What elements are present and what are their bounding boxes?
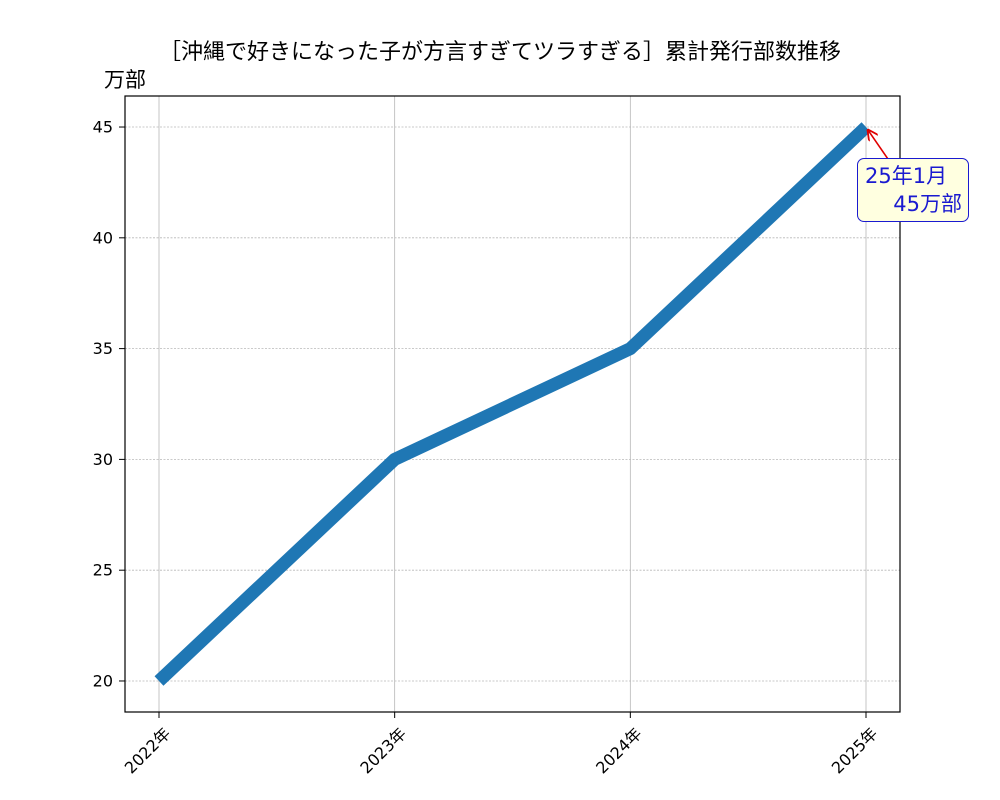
- x-tick-label: 2024年: [592, 724, 646, 778]
- x-tick-label: 2025年: [828, 724, 882, 778]
- y-tick-label: 40: [93, 228, 113, 247]
- x-tick-label: 2023年: [356, 724, 410, 778]
- y-axis-unit-label: 万部: [104, 68, 146, 92]
- y-tick-label: 20: [93, 671, 113, 690]
- annotation-date-label: 25年1月: [865, 164, 948, 188]
- annotation-box: 25年1月 45万部: [857, 158, 969, 222]
- series-line: [154, 122, 871, 686]
- annotation-arrow: [868, 130, 889, 160]
- y-tick-label: 25: [93, 561, 113, 580]
- y-tick-label: 45: [93, 118, 113, 137]
- y-tick-label: 35: [93, 339, 113, 358]
- annotation-value-label: 45万部: [893, 192, 962, 216]
- y-tick-label: 30: [93, 450, 113, 469]
- x-tick-label: 2022年: [121, 724, 175, 778]
- chart-title: ［沖縄で好きになった子が方言すぎてツラすぎる］累計発行部数推移: [158, 40, 841, 65]
- plot-area-frame: [124, 95, 901, 713]
